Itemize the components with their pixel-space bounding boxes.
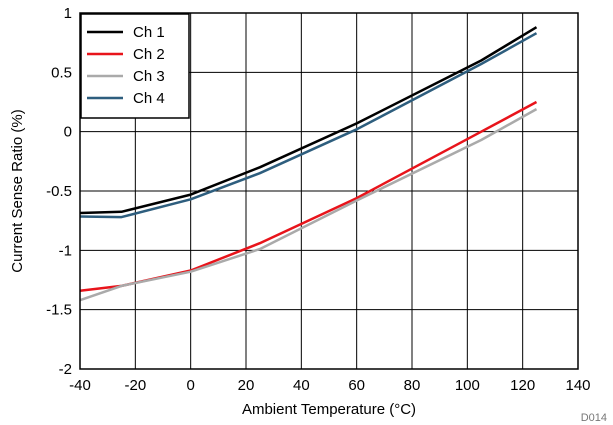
- x-tick-label: 0: [186, 377, 194, 394]
- y-tick-label: 0: [64, 124, 72, 141]
- y-tick-label: -2: [59, 361, 72, 378]
- x-tick-label: 120: [510, 377, 535, 394]
- x-tick-label: 140: [565, 377, 590, 394]
- x-tick-label: 60: [348, 377, 365, 394]
- x-tick-label: -20: [124, 377, 146, 394]
- x-tick-label: 80: [404, 377, 421, 394]
- figure-id-label: D014: [581, 412, 607, 424]
- y-tick-label: 1: [64, 5, 72, 22]
- series-lines: [79, 26, 538, 302]
- series-line-4: [79, 32, 538, 219]
- legend-entry-label: Ch 1: [133, 24, 165, 41]
- x-axis-title: Ambient Temperature (°C): [242, 401, 416, 418]
- legend-box: [80, 13, 190, 119]
- series-line-3: [79, 108, 538, 302]
- legend-entry-label: Ch 3: [133, 68, 165, 85]
- x-tick-label: 100: [455, 377, 480, 394]
- y-tick-labels: 1 0.5 0 -0.5 -1 -1.5 -2: [46, 5, 72, 378]
- series-line-1: [79, 26, 538, 215]
- x-tick-label: 20: [238, 377, 255, 394]
- y-tick-label: -1: [59, 242, 72, 259]
- legend: Ch 1 Ch 2 Ch 3 Ch 4: [80, 13, 190, 119]
- x-tick-labels: -40 -20 0 20 40 60 80 100 120 140: [69, 377, 590, 394]
- plot-frame: [79, 12, 579, 370]
- y-tick-label: 0.5: [51, 64, 72, 81]
- y-tick-label: -0.5: [46, 183, 72, 200]
- legend-entry-label: Ch 4: [133, 90, 165, 107]
- y-axis-title: Current Sense Ratio (%): [9, 109, 26, 272]
- x-tick-label: 40: [293, 377, 310, 394]
- legend-entry-label: Ch 2: [133, 46, 165, 63]
- series-line-2: [79, 100, 538, 292]
- y-tick-label: -1.5: [46, 302, 72, 319]
- x-tick-label: -40: [69, 377, 91, 394]
